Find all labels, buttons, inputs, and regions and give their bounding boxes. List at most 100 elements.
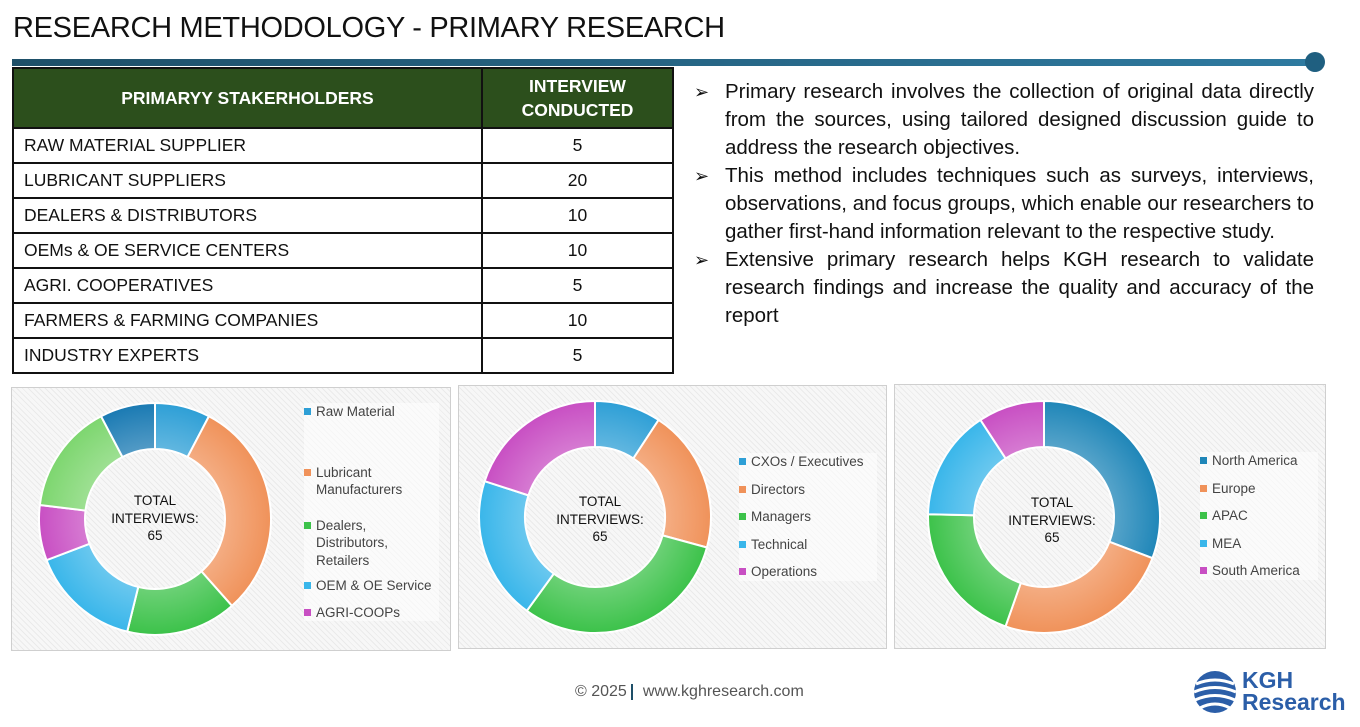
interview-count: 10 [481, 197, 674, 234]
table-header-row: PRIMARYY STAKERHOLDERS INTERVIEW CONDUCT… [12, 67, 674, 129]
center-label-line: TOTAL [1030, 495, 1074, 510]
kgh-logo: KGH Research [1192, 668, 1352, 718]
role-donut-chart: TOTAL INTERVIEWS: 65 CXOs / Executives D… [458, 385, 887, 649]
legend-label: Technical [751, 536, 808, 552]
legend-swatch [1200, 457, 1207, 464]
copyright-text: © 2025 [575, 683, 627, 700]
legend-swatch [304, 608, 311, 616]
center-label-line: 65 [1044, 530, 1060, 545]
legend-item: OEM & OE Service [304, 577, 439, 595]
stakeholder-name: INDUSTRY EXPERTS [12, 337, 483, 374]
donut-center-label: TOTAL INTERVIEWS: 65 [95, 492, 215, 545]
website-link[interactable]: www.kghresearch.com [642, 683, 804, 700]
table-row: INDUSTRY EXPERTS 5 [12, 337, 674, 374]
legend-swatch [1200, 539, 1207, 547]
table-row: LUBRICANT SUPPLIERS 20 [12, 162, 674, 199]
legend-label: CXOs / Executives [751, 454, 864, 469]
legend-item: Raw Material [304, 403, 439, 421]
legend-swatch [739, 540, 746, 548]
chart-legend: Raw Material Lubricant Manufacturers Dea… [304, 403, 439, 621]
stakeholder-name: RAW MATERIAL SUPPLIER [12, 127, 483, 164]
center-label-line: TOTAL [133, 493, 177, 508]
stakeholder-name: LUBRICANT SUPPLIERS [12, 162, 483, 199]
legend-label: Dealers, Distributors, Retailers [316, 517, 389, 568]
donut-center-label: TOTAL INTERVIEWS: 65 [540, 493, 660, 546]
region-donut-chart: TOTAL INTERVIEWS: 65 North America Europ… [894, 384, 1326, 649]
legend-label: Europe [1212, 480, 1256, 496]
legend-item: AGRI-COOPs [304, 604, 439, 622]
legend-swatch [739, 513, 746, 520]
legend-label: OEM & OE Service [316, 578, 432, 593]
donut-center-label: TOTAL INTERVIEWS: 65 [992, 494, 1112, 547]
table-row: RAW MATERIAL SUPPLIER 5 [12, 127, 674, 164]
table-row: AGRI. COOPERATIVES 5 [12, 267, 674, 304]
legend-label: Directors [751, 481, 806, 497]
center-label-line: INTERVIEWS: [556, 511, 644, 527]
donut-slice [99, 401, 156, 459]
legend-swatch [1200, 567, 1207, 574]
interview-count: 10 [481, 302, 674, 339]
donut-slice [525, 534, 709, 634]
bullet-text: Extensive primary research helps KGH res… [725, 248, 1314, 327]
header-stakeholders: PRIMARYY STAKERHOLDERS [12, 67, 483, 129]
donut-svg [38, 401, 272, 636]
legend-label: Raw Material [316, 404, 395, 419]
legend-label: APAC [1212, 508, 1248, 523]
interview-count: 5 [481, 337, 674, 374]
bullet-list: ➢ Primary research involves the collecti… [694, 78, 1314, 330]
center-label-line: 65 [147, 528, 163, 543]
bullet-text: Primary research involves the collection… [725, 80, 1314, 159]
bullet-item: ➢ Primary research involves the collecti… [694, 78, 1314, 162]
logo-text-research: Research [1242, 689, 1346, 715]
interview-count: 5 [481, 267, 674, 304]
legend-item: South America [1200, 562, 1318, 580]
header-interviews: INTERVIEW CONDUCTED [481, 67, 674, 129]
interview-count: 5 [481, 127, 674, 164]
stakeholder-name: DEALERS & DISTRIBUTORS [12, 197, 483, 234]
title-divider [12, 59, 1312, 66]
donut-slice [1043, 399, 1161, 560]
legend-item: Managers [739, 508, 877, 526]
legend-swatch [304, 521, 311, 529]
bullet-text: This method includes techniques such as … [725, 164, 1314, 243]
legend-item: North America [1200, 452, 1318, 470]
chart-legend: North America Europe APAC MEA South Amer… [1200, 452, 1318, 580]
legend-swatch [1200, 512, 1207, 519]
donut-svg [927, 399, 1161, 634]
donut-svg [478, 399, 712, 634]
legend-label: Managers [751, 509, 812, 524]
globe-logo-icon [1193, 671, 1237, 713]
legend-label: MEA [1212, 535, 1242, 551]
center-label-line: 65 [592, 529, 608, 544]
stakeholder-donut-chart: TOTAL INTERVIEWS: 65 Raw Material Lubric… [11, 387, 451, 651]
donut-slice [979, 399, 1045, 460]
arrow-bullet-icon: ➢ [694, 250, 710, 270]
stakeholder-name: AGRI. COOPERATIVES [12, 267, 483, 304]
chart-legend: CXOs / Executives Directors Managers Tec… [739, 453, 877, 581]
logo-text-kgh: KGH [1242, 667, 1294, 693]
legend-item: Directors [739, 481, 877, 499]
legend-swatch [304, 582, 311, 589]
legend-swatch [1200, 484, 1207, 492]
table-row: FARMERS & FARMING COMPANIES 10 [12, 302, 674, 339]
legend-item: APAC [1200, 507, 1318, 525]
bullet-item: ➢ Extensive primary research helps KGH r… [694, 246, 1314, 330]
legend-swatch [739, 485, 746, 493]
legend-swatch [304, 408, 311, 415]
center-label-line: TOTAL [578, 494, 622, 509]
legend-item: CXOs / Executives [739, 453, 877, 471]
page-title: RESEARCH METHODOLOGY - PRIMARY RESEARCH [13, 12, 725, 44]
arrow-bullet-icon: ➢ [694, 166, 710, 186]
legend-label: Operations [751, 564, 818, 579]
donut-slice [483, 399, 596, 497]
stakeholder-name: OEMs & OE SERVICE CENTERS [12, 232, 483, 269]
table-row: OEMs & OE SERVICE CENTERS 10 [12, 232, 674, 269]
legend-label: Lubricant Manufacturers [316, 464, 403, 498]
legend-item: Europe [1200, 480, 1318, 498]
interview-count: 20 [481, 162, 674, 199]
center-label-line: INTERVIEWS: [111, 510, 199, 526]
title-divider-dot [1305, 52, 1325, 72]
donut-slice [45, 542, 140, 633]
stakeholder-name: FARMERS & FARMING COMPANIES [12, 302, 483, 339]
legend-item: Technical [739, 536, 877, 554]
